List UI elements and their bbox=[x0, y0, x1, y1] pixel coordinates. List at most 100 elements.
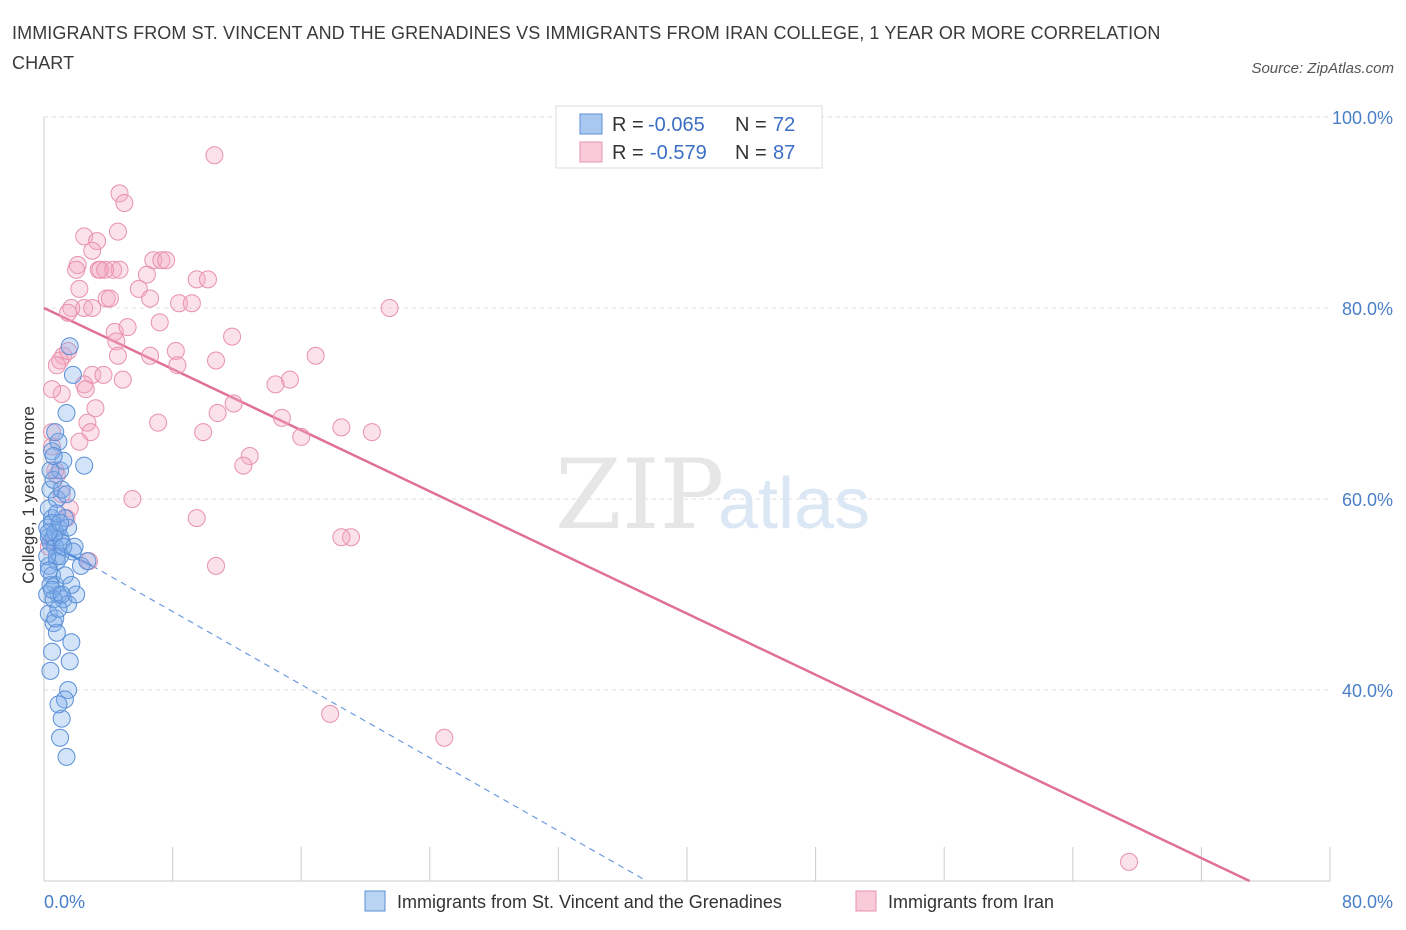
point-iran bbox=[224, 394, 243, 413]
watermark-atlas: atlas bbox=[718, 464, 870, 544]
point-iran bbox=[272, 408, 291, 427]
point-st-vincent bbox=[60, 337, 79, 356]
point-st-vincent bbox=[49, 695, 68, 714]
point-st-vincent bbox=[47, 623, 66, 642]
point-iran bbox=[306, 346, 325, 365]
point-iran bbox=[107, 332, 126, 351]
legend-swatch-pink bbox=[579, 141, 603, 163]
point-iran bbox=[332, 418, 351, 437]
point-iran bbox=[67, 260, 86, 279]
legend-n-value-pink: 87 bbox=[773, 142, 795, 164]
trend-line-iran bbox=[43, 306, 1251, 883]
point-iran bbox=[150, 313, 169, 332]
point-iran bbox=[70, 279, 89, 298]
point-iran bbox=[152, 251, 171, 270]
point-iran bbox=[83, 241, 102, 260]
point-iran bbox=[332, 528, 351, 547]
point-iran bbox=[52, 485, 71, 504]
point-iran bbox=[342, 528, 361, 547]
legend-r-label-pink: R = bbox=[612, 142, 644, 164]
bottom-legend-label-blue: Immigrants from St. Vincent and the Gren… bbox=[397, 892, 782, 912]
point-iran bbox=[205, 146, 224, 165]
source-credit: Source: ZipAtlas.com bbox=[1251, 60, 1394, 77]
point-iran bbox=[194, 423, 213, 442]
point-st-vincent bbox=[38, 547, 57, 566]
point-st-vincent bbox=[63, 542, 82, 561]
watermark-zip: ZIP bbox=[555, 439, 724, 551]
chart-title: IMMIGRANTS FROM ST. VINCENT AND THE GREN… bbox=[12, 23, 1161, 73]
point-iran bbox=[198, 270, 217, 289]
point-iran bbox=[362, 423, 381, 442]
point-iran bbox=[234, 456, 253, 475]
series-legend: Immigrants from St. Vincent and the Gren… bbox=[364, 890, 1054, 912]
x-tick-label: 0.0% bbox=[44, 892, 85, 912]
point-st-vincent bbox=[62, 575, 81, 594]
point-st-vincent bbox=[62, 633, 81, 652]
point-iran bbox=[321, 704, 340, 723]
point-st-vincent bbox=[78, 552, 97, 571]
point-iran bbox=[62, 299, 81, 317]
x-tick-label: 80.0% bbox=[1342, 892, 1393, 912]
point-iran bbox=[207, 351, 226, 370]
point-iran bbox=[223, 327, 242, 346]
y-tick-label: 60.0% bbox=[1342, 490, 1393, 510]
point-st-vincent bbox=[51, 728, 70, 747]
point-iran bbox=[47, 356, 66, 375]
trend-lines bbox=[43, 306, 1251, 883]
point-st-vincent bbox=[41, 661, 60, 680]
legend-swatch-blue bbox=[579, 113, 603, 135]
point-iran bbox=[187, 509, 206, 528]
point-st-vincent bbox=[51, 513, 70, 532]
point-st-vincent bbox=[75, 456, 94, 475]
point-st-vincent bbox=[52, 585, 71, 604]
point-iran bbox=[108, 222, 127, 241]
legend-r-value-pink: -0.579 bbox=[650, 142, 707, 164]
point-iran bbox=[76, 380, 95, 399]
point-iran bbox=[170, 294, 189, 313]
point-st-vincent bbox=[57, 404, 76, 423]
y-tick-label: 40.0% bbox=[1342, 681, 1393, 701]
point-iran bbox=[1120, 852, 1139, 871]
point-iran bbox=[86, 399, 105, 418]
y-tick-label: 80.0% bbox=[1342, 299, 1393, 319]
point-iran bbox=[292, 427, 311, 446]
point-iran bbox=[91, 260, 110, 279]
point-st-vincent bbox=[39, 561, 58, 580]
point-iran bbox=[83, 299, 102, 317]
point-iran bbox=[88, 232, 107, 251]
point-st-vincent bbox=[43, 566, 62, 585]
bottom-legend-label-pink: Immigrants from Iran bbox=[888, 892, 1054, 912]
point-iran bbox=[118, 318, 137, 337]
point-st-vincent bbox=[57, 485, 76, 504]
legend-n-value-blue: 72 bbox=[773, 114, 795, 136]
scatter-points bbox=[38, 146, 1139, 871]
point-st-vincent bbox=[63, 365, 82, 384]
legend-r-label-blue: R = bbox=[612, 114, 644, 136]
legend-n-label-pink: N = bbox=[735, 142, 767, 164]
point-st-vincent bbox=[44, 447, 63, 466]
point-st-vincent bbox=[60, 652, 79, 671]
point-iran bbox=[380, 299, 399, 317]
point-iran bbox=[70, 432, 89, 451]
point-iran bbox=[59, 303, 78, 322]
point-st-vincent bbox=[67, 585, 86, 604]
correlation-legend: R = -0.065 N = 72 R = -0.579 N = 87 bbox=[555, 105, 823, 169]
point-iran bbox=[137, 265, 156, 284]
point-iran bbox=[110, 260, 129, 279]
point-iran bbox=[149, 413, 168, 432]
watermark: ZIP atlas bbox=[555, 439, 870, 551]
point-iran bbox=[207, 556, 226, 575]
point-iran bbox=[43, 380, 62, 399]
point-iran bbox=[108, 346, 127, 365]
point-st-vincent bbox=[57, 747, 76, 766]
point-st-vincent bbox=[41, 461, 60, 480]
point-iran bbox=[52, 384, 71, 403]
point-st-vincent bbox=[47, 504, 66, 523]
point-st-vincent bbox=[54, 537, 73, 556]
point-st-vincent bbox=[52, 709, 71, 728]
legend-r-value-blue: -0.065 bbox=[648, 114, 705, 136]
point-iran bbox=[182, 294, 201, 313]
y-axis-label: College, 1 year or more bbox=[19, 406, 38, 584]
point-iran bbox=[141, 346, 160, 365]
